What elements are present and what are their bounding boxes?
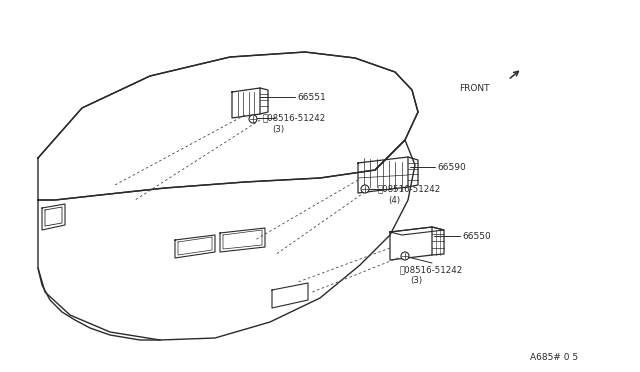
Circle shape (401, 252, 409, 260)
Text: (3): (3) (272, 125, 284, 134)
Text: Ⓝ08516-51242: Ⓝ08516-51242 (263, 113, 326, 122)
Text: 66590: 66590 (437, 163, 466, 171)
Circle shape (361, 185, 369, 193)
Text: (4): (4) (388, 196, 400, 205)
Text: (3): (3) (410, 276, 422, 285)
Text: 66551: 66551 (297, 93, 326, 102)
Text: FRONT: FRONT (460, 83, 490, 93)
Text: Ⓝ08516-51242: Ⓝ08516-51242 (378, 185, 441, 193)
Text: 66550: 66550 (462, 231, 491, 241)
Text: Ⓝ08516-51242: Ⓝ08516-51242 (400, 266, 463, 275)
Circle shape (249, 115, 257, 123)
Text: A685# 0 5: A685# 0 5 (530, 353, 578, 362)
